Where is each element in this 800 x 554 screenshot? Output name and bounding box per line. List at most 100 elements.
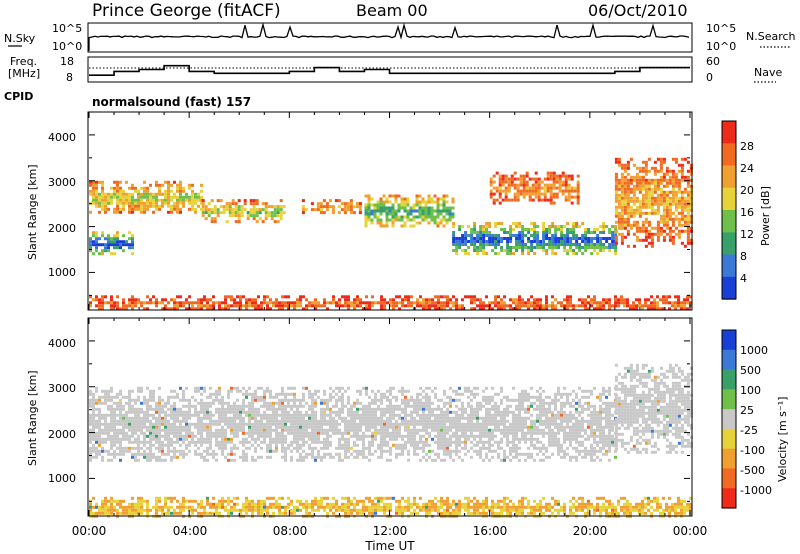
scatter-cell-8 (308, 304, 311, 308)
scatter-cell-8 (434, 304, 437, 308)
scatter-cell-0 (404, 422, 407, 426)
scatter-cell-8 (293, 307, 296, 311)
scatter-cell-0 (392, 407, 395, 411)
scatter-cell-0 (143, 452, 146, 456)
scatter-cell-0 (260, 398, 263, 402)
scatter-cell-0 (392, 428, 395, 432)
scatter-cell-0 (269, 455, 272, 459)
scatter-cell-7 (641, 160, 645, 164)
scatter-cell-7 (659, 229, 663, 233)
scatter-cell-5 (494, 252, 498, 255)
scatter-cell-0 (281, 428, 284, 432)
scatter-cell-6 (561, 174, 565, 178)
scatter-cell-8 (515, 298, 518, 302)
scatter-cell-6 (567, 198, 571, 202)
scatter-cell-0 (500, 410, 503, 414)
scatter-cell-7 (686, 205, 690, 209)
scatter-cell-0 (302, 440, 305, 444)
scatter-cell-0 (389, 452, 392, 456)
scatter-cell-3 (343, 208, 347, 212)
scatter-cell-0 (113, 395, 116, 399)
scatter-cell-0 (101, 231, 104, 235)
scatter-cell-7 (629, 214, 633, 218)
scatter-cell-8 (98, 307, 101, 311)
scatter-cell-5 (587, 243, 591, 246)
scatter-cell-0 (200, 443, 203, 447)
scatter-cell-8 (542, 304, 545, 308)
scatter-cell-0 (473, 395, 476, 399)
scatter-cell-1 (179, 180, 182, 184)
scatter-cell-0 (368, 395, 371, 399)
scatter-cell-0 (119, 458, 122, 462)
scatter-cell-2 (246, 211, 250, 215)
scatter-cell-8 (428, 304, 431, 308)
scatter-cell-0 (92, 428, 95, 432)
scatter-cell-3 (310, 202, 314, 206)
scatter-cell-7 (674, 232, 678, 236)
scatter-cell-7 (647, 181, 651, 185)
scatter-cell-0 (122, 404, 125, 408)
scatter-cell-7 (617, 211, 621, 215)
scatter-cell-8 (314, 304, 317, 308)
scatter-cell-0 (503, 434, 506, 438)
scatter-cell-0 (185, 422, 188, 426)
scatter-cell-6 (576, 174, 580, 178)
scatter-cell-0 (227, 440, 230, 444)
scatter-cell-0 (302, 419, 305, 423)
scatter-cell-0 (278, 398, 281, 402)
scatter-cell-8 (368, 301, 371, 305)
scatter-cell-0 (281, 422, 284, 426)
scatter-cell-0 (245, 392, 248, 396)
scatter-cell-5 (551, 243, 555, 246)
scatter-cell-4 (427, 215, 431, 219)
scatter-cell-0 (146, 419, 149, 423)
scatter-cell-8 (620, 295, 623, 299)
scatter-cell-0 (116, 234, 119, 238)
scatter-cell-0 (209, 422, 212, 426)
scatter-cell-4 (436, 209, 440, 213)
scatter-cell-5 (479, 237, 483, 240)
scatter-cell-6 (552, 174, 556, 178)
scatter-cell-6 (564, 183, 568, 187)
scatter-cell-0 (401, 389, 404, 393)
scatter-cell-0 (299, 434, 302, 438)
scatter-cell-6 (549, 189, 553, 193)
scatter-cell-0 (92, 446, 95, 450)
scatter-cell-8 (380, 295, 383, 299)
scatter-cell-0 (323, 443, 326, 447)
scatter-cell-8 (317, 304, 320, 308)
scatter-cell-4 (385, 212, 389, 216)
scatter-cell-7 (620, 187, 624, 191)
scatter-cell-7 (689, 202, 693, 206)
scatter-cell-5 (485, 231, 489, 234)
scatter-cell-0 (251, 395, 254, 399)
scatter-cell-7 (638, 229, 642, 233)
scatter-cell-0 (494, 434, 497, 438)
scatter-cell-0 (320, 419, 323, 423)
scatter-cell-0 (119, 449, 122, 453)
scatter-cell-0 (287, 428, 290, 432)
scatter-cell-1 (128, 204, 131, 208)
velocity-scatter (89, 363, 693, 518)
scatter-cell-7 (689, 238, 693, 242)
scatter-cell-0 (371, 425, 374, 429)
scatter-cell-0 (203, 422, 206, 426)
power-ytick-4000: 4000 (48, 131, 76, 144)
scatter-cell-0 (113, 434, 116, 438)
scatter-cell-2 (279, 205, 283, 209)
scatter-cell-8 (410, 295, 413, 299)
scatter-cell-0 (161, 449, 164, 453)
scatter-cell-0 (95, 431, 98, 435)
scatter-cell-0 (218, 401, 221, 405)
scatter-cell-0 (260, 404, 263, 408)
scatter-cell-0 (365, 446, 368, 450)
scatter-cell-0 (386, 434, 389, 438)
scatter-cell-7 (659, 163, 663, 167)
scatter-cell-8 (278, 304, 281, 308)
scatter-cell-0 (446, 452, 449, 456)
scatter-cell-0 (200, 455, 203, 459)
scatter-cell-1 (170, 195, 173, 199)
scatter-cell-0 (149, 449, 152, 453)
scatter-cell-6 (516, 198, 520, 202)
scatter-cell-0 (530, 452, 533, 456)
